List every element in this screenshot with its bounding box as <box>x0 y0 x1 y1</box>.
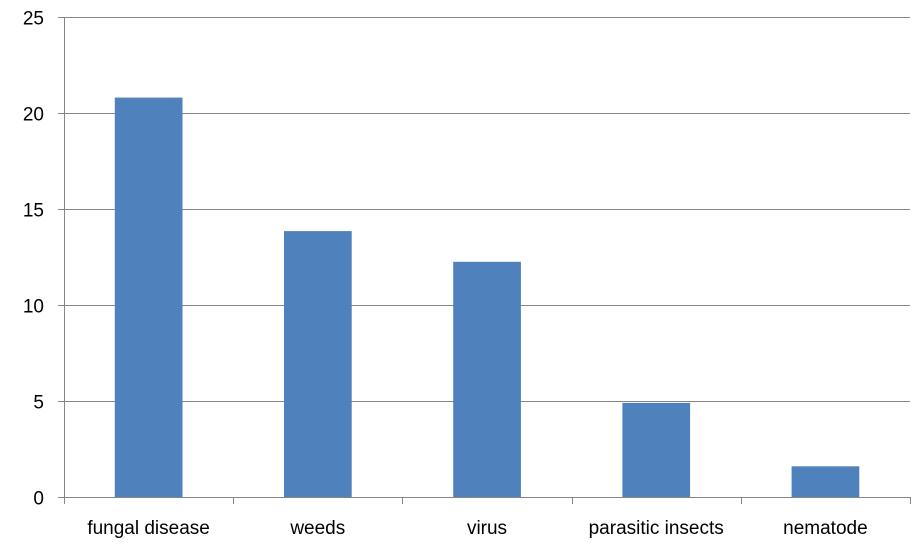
bars <box>114 97 860 497</box>
y-tick-label: 20 <box>23 105 44 126</box>
x-category-label: nematode <box>783 518 868 539</box>
y-tick-label: 0 <box>33 489 44 510</box>
bar-fungal-disease <box>114 97 183 497</box>
x-category-label: parasitic insects <box>589 518 724 539</box>
axes <box>58 17 911 504</box>
bar-parasitic-insects <box>622 402 691 497</box>
bar-virus <box>453 261 521 497</box>
y-tick-label: 15 <box>23 201 44 222</box>
gridlines <box>64 17 910 402</box>
y-tick-label: 5 <box>33 393 44 414</box>
x-category-label: virus <box>467 518 507 539</box>
bar-weeds <box>284 231 352 497</box>
x-category-label: fungal disease <box>87 518 210 539</box>
y-tick-label: 10 <box>23 297 44 318</box>
x-category-label: weeds <box>289 518 345 539</box>
y-tick-labels: 0 5 10 15 20 25 <box>23 9 44 510</box>
bar-nematode <box>791 466 860 497</box>
y-tick-label: 25 <box>23 9 44 30</box>
x-category-labels: fungal disease weeds virus parasitic insect… <box>87 518 867 539</box>
